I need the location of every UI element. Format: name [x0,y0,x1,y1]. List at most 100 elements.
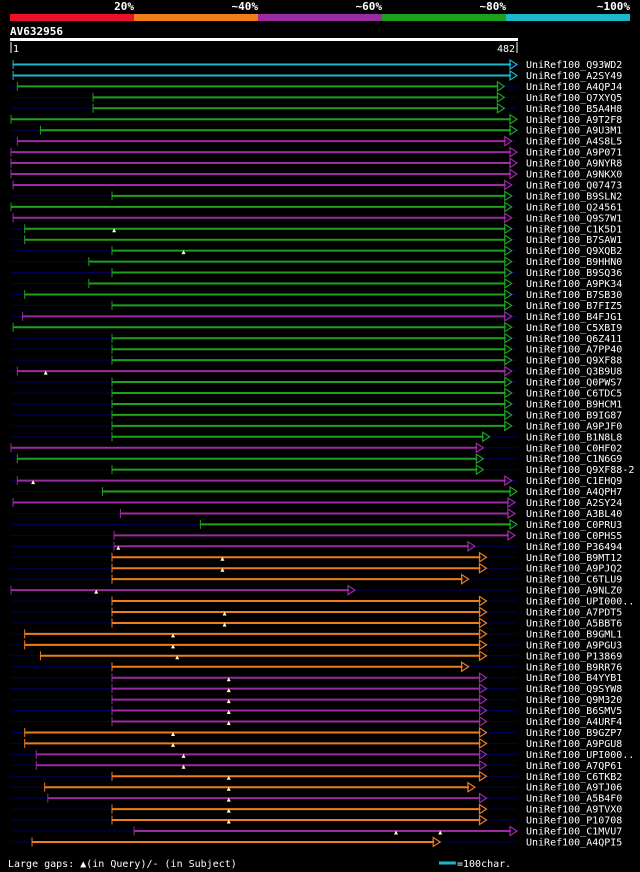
hit-row[interactable]: UniRef100_A9U3M1 [11,124,622,137]
hit-label[interactable]: UniRef100_Q9XF88-2 [526,465,634,476]
hit-row[interactable]: UniRef100_C0PHS5 [11,529,622,542]
hit-row[interactable]: UniRef100_C0PRU3 [11,518,622,531]
hit-row[interactable]: UniRef100_A4QPJ4 [11,80,622,93]
hit-label[interactable]: UniRef100_C0PHS5 [526,531,622,542]
hit-row[interactable]: UniRef100_A2SY24 [11,496,622,509]
hit-label[interactable]: UniRef100_B9HCM1 [526,399,622,410]
hit-row[interactable]: UniRef100_B9GZP7 [11,726,622,739]
hit-row[interactable]: UniRef100_Q6Z411 [11,332,622,345]
hit-label[interactable]: UniRef100_C1N6G9 [526,454,622,465]
hit-row[interactable]: UniRef100_P13869 [11,650,622,662]
hit-row[interactable]: UniRef100_A4S8L5 [11,135,622,148]
hit-row[interactable]: UniRef100_A9NYR8 [10,157,622,170]
hit-label[interactable]: UniRef100_A4QPJ4 [526,82,622,93]
hit-label[interactable]: UniRef100_Q9SYW8 [526,684,622,695]
hit-row[interactable]: UniRef100_B7FIZ5 [11,299,622,312]
hit-row[interactable]: UniRef100_B7SAW1 [11,234,622,246]
hit-row[interactable]: UniRef100_B6SMV5 [11,704,622,717]
hit-row[interactable]: UniRef100_Q93WD2 [11,58,622,71]
hit-row[interactable]: UniRef100_Q9S7W1 [11,212,622,224]
hit-label[interactable]: UniRef100_C1EHQ9 [526,476,622,487]
hit-label[interactable]: UniRef100_C6TDC5 [526,389,622,400]
hit-label[interactable]: UniRef100_B4FJG1 [526,312,622,323]
hit-label[interactable]: UniRef100_A9NYR8 [526,159,622,170]
hit-label[interactable]: UniRef100_A9PGU3 [526,640,622,651]
hit-row[interactable]: UniRef100_A7QP61 [11,759,622,772]
hit-label[interactable]: UniRef100_Q3B9U8 [526,367,622,378]
hit-row[interactable]: UniRef100_A5B4F0 [11,792,622,805]
hit-row[interactable]: UniRef100_A9PGU8 [11,737,622,750]
hit-label[interactable]: UniRef100_B7SAW1 [526,235,622,246]
hit-label[interactable]: UniRef100_B9SLN2 [526,191,622,202]
hit-row[interactable]: UniRef100_A9P071 [10,146,622,159]
hit-row[interactable]: UniRef100_A9NKX0 [10,168,622,181]
hit-row[interactable]: UniRef100_C1EHQ9 [11,475,622,487]
hit-row[interactable]: UniRef100_P36494 [11,540,622,553]
hit-row[interactable]: UniRef100_Q9XF88 [11,354,622,367]
hit-row[interactable]: UniRef100_A4URF4 [11,715,622,728]
hit-row[interactable]: UniRef100_UPI000.. [11,595,634,608]
hit-label[interactable]: UniRef100_UPI000.. [526,597,634,608]
hit-label[interactable]: UniRef100_B9GML1 [526,629,622,640]
hit-row[interactable]: UniRef100_A2SY49 [11,69,622,82]
hit-label[interactable]: UniRef100_A4QPI5 [526,837,622,848]
hit-label[interactable]: UniRef100_A2SY49 [526,71,622,82]
hit-row[interactable]: UniRef100_B4FJG1 [11,310,622,323]
hit-row[interactable]: UniRef100_Q9SYW8 [11,683,622,695]
hit-row[interactable]: UniRef100_B9MT12 [11,551,622,564]
hit-label[interactable]: UniRef100_B9SQ36 [526,268,622,279]
hit-label[interactable]: UniRef100_Q7XYQ5 [526,93,622,104]
hit-label[interactable]: UniRef100_Q9M320 [526,695,622,706]
hit-label[interactable]: UniRef100_A5BBT6 [526,618,622,629]
hit-row[interactable]: UniRef100_B9GML1 [11,628,622,640]
hit-label[interactable]: UniRef100_UPI000.. [526,750,634,761]
hit-row[interactable]: UniRef100_B9IG87 [11,409,622,421]
hit-row[interactable]: UniRef100_A9T2F8 [10,113,622,126]
hit-row[interactable]: UniRef100_P10708 [11,814,622,827]
hit-label[interactable]: UniRef100_B9MT12 [526,553,622,564]
hit-label[interactable]: UniRef100_B9IG87 [526,410,622,421]
hit-label[interactable]: UniRef100_Q07473 [526,180,622,191]
hit-label[interactable]: UniRef100_A7PDT5 [526,608,622,619]
hit-label[interactable]: UniRef100_C0HF02 [526,443,622,454]
hit-label[interactable]: UniRef100_A9P071 [526,148,622,159]
hit-row[interactable]: UniRef100_C6TDC5 [11,387,622,400]
hit-row[interactable]: UniRef100_A9NLZ0 [10,584,622,597]
hit-row[interactable]: UniRef100_A9TJ06 [11,781,622,794]
hit-row[interactable]: UniRef100_Q0PWS7 [11,376,622,389]
hit-label[interactable]: UniRef100_B6SMV5 [526,706,622,717]
hit-label[interactable]: UniRef100_P13869 [526,651,622,662]
hit-row[interactable]: UniRef100_B5A4H8 [11,102,622,115]
hit-label[interactable]: UniRef100_B1N8L8 [526,432,622,443]
hit-row[interactable]: UniRef100_UPI000.. [11,748,634,761]
hit-label[interactable]: UniRef100_A9TJ06 [526,783,622,794]
hit-label[interactable]: UniRef100_A9PJF0 [526,421,622,432]
hit-row[interactable]: UniRef100_A9PGU3 [11,639,622,651]
hit-label[interactable]: UniRef100_A7QP61 [526,761,622,772]
hit-row[interactable]: UniRef100_A3BL40 [11,507,622,520]
hit-row[interactable]: UniRef100_Q3B9U8 [11,365,622,378]
hit-row[interactable]: UniRef100_A7PDT5 [11,606,622,619]
hit-label[interactable]: UniRef100_B9RR76 [526,662,622,673]
hit-label[interactable]: UniRef100_A7PP40 [526,345,622,356]
hit-row[interactable]: UniRef100_A7PP40 [11,343,622,356]
hit-row[interactable]: UniRef100_B9SLN2 [11,190,622,202]
hit-row[interactable]: UniRef100_Q9XF88-2 [11,464,634,476]
hit-row[interactable]: UniRef100_A5BBT6 [11,617,622,629]
hit-row[interactable]: UniRef100_A4QPH7 [11,485,622,498]
hit-label[interactable]: UniRef100_B9GZP7 [526,728,622,739]
hit-row[interactable]: UniRef100_B1N8L8 [11,431,622,443]
hit-row[interactable]: UniRef100_Q07473 [11,179,622,191]
hit-row[interactable]: UniRef100_C1MVU7 [11,825,622,838]
hit-label[interactable]: UniRef100_Q9S7W1 [526,213,622,224]
hit-label[interactable]: UniRef100_P36494 [526,542,622,553]
hit-row[interactable]: UniRef100_C5XBI9 [11,321,622,334]
hit-label[interactable]: UniRef100_A9TVX0 [526,805,622,816]
hit-label[interactable]: UniRef100_P10708 [526,816,622,827]
hit-label[interactable]: UniRef100_A9U3M1 [526,126,622,137]
hit-label[interactable]: UniRef100_Q6Z411 [526,334,622,345]
hit-label[interactable]: UniRef100_Q0PWS7 [526,378,622,389]
hit-row[interactable]: UniRef100_C6TLU9 [11,573,622,586]
hit-label[interactable]: UniRef100_C6TKB2 [526,772,622,783]
hit-row[interactable]: UniRef100_B9HCM1 [11,398,622,410]
